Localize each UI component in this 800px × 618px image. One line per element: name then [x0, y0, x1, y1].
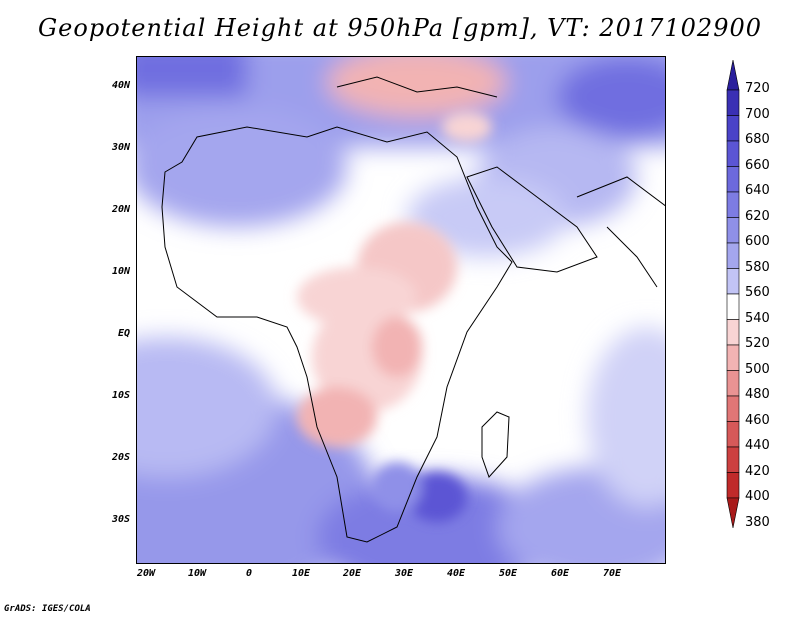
- colorbar-label: 480: [745, 387, 770, 403]
- y-tick-40n: 40N: [111, 80, 130, 91]
- colorbar-box: [726, 319, 740, 346]
- colorbar-top-arrow: [726, 60, 740, 91]
- colorbar-box: [726, 140, 740, 167]
- x-tick-10e: 10E: [291, 568, 311, 579]
- colorbar-box: [726, 217, 740, 244]
- x-tick-40e: 40E: [446, 568, 466, 579]
- colorbar-box: [726, 191, 740, 218]
- credit-text: GrADS: IGES/COLA: [4, 604, 91, 614]
- colorbar-box: [726, 166, 740, 193]
- y-tick-30n: 30N: [111, 142, 130, 153]
- colorbar-label: 640: [745, 183, 770, 199]
- colorbar-label: 560: [745, 285, 770, 301]
- colorbar-box: [726, 89, 740, 116]
- colorbar-label: 680: [745, 132, 770, 148]
- colorbar-box: [726, 115, 740, 142]
- y-tick-20s: 20S: [111, 452, 130, 463]
- x-tick-10w: 10W: [187, 568, 207, 579]
- colorbar: [726, 60, 740, 529]
- colorbar-label: 720: [745, 81, 770, 97]
- map-panel: [136, 56, 666, 564]
- colorbar-label: 440: [745, 438, 770, 454]
- colorbar-label: 380: [745, 514, 770, 530]
- x-tick-60e: 60E: [550, 568, 570, 579]
- colorbar-box: [726, 421, 740, 448]
- x-tick-20w: 20W: [136, 568, 156, 579]
- colorbar-label: 540: [745, 310, 770, 326]
- colorbar-box: [726, 293, 740, 320]
- colorbar-label: 460: [745, 412, 770, 428]
- geopotential-field: [137, 57, 665, 563]
- y-tick-10n: 10N: [111, 266, 130, 277]
- x-tick-0: 0: [245, 568, 253, 579]
- y-tick-eq: EQ: [117, 328, 130, 339]
- colorbar-label: 700: [745, 106, 770, 122]
- colorbar-label: 500: [745, 361, 770, 377]
- colorbar-box: [726, 268, 740, 295]
- colorbar-label: 600: [745, 234, 770, 250]
- colorbar-box: [726, 446, 740, 473]
- plot-title: Geopotential Height at 950hPa [gpm], VT:…: [38, 14, 762, 42]
- y-tick-10s: 10S: [111, 390, 130, 401]
- colorbar-box: [726, 242, 740, 269]
- colorbar-label: 420: [745, 463, 770, 479]
- y-tick-30s: 30S: [111, 514, 130, 525]
- colorbar-box: [726, 370, 740, 397]
- colorbar-box: [726, 472, 740, 499]
- colorbar-box: [726, 395, 740, 422]
- colorbar-label: 660: [745, 157, 770, 173]
- x-tick-70e: 70E: [602, 568, 622, 579]
- x-tick-20e: 20E: [342, 568, 362, 579]
- colorbar-label: 620: [745, 208, 770, 224]
- colorbar-bottom-arrow: [726, 497, 740, 529]
- x-tick-50e: 50E: [498, 568, 518, 579]
- colorbar-label: 400: [745, 489, 770, 505]
- x-tick-30e: 30E: [394, 568, 414, 579]
- colorbar-box: [726, 344, 740, 371]
- colorbar-label: 520: [745, 336, 770, 352]
- colorbar-label: 580: [745, 259, 770, 275]
- y-tick-20n: 20N: [111, 204, 130, 215]
